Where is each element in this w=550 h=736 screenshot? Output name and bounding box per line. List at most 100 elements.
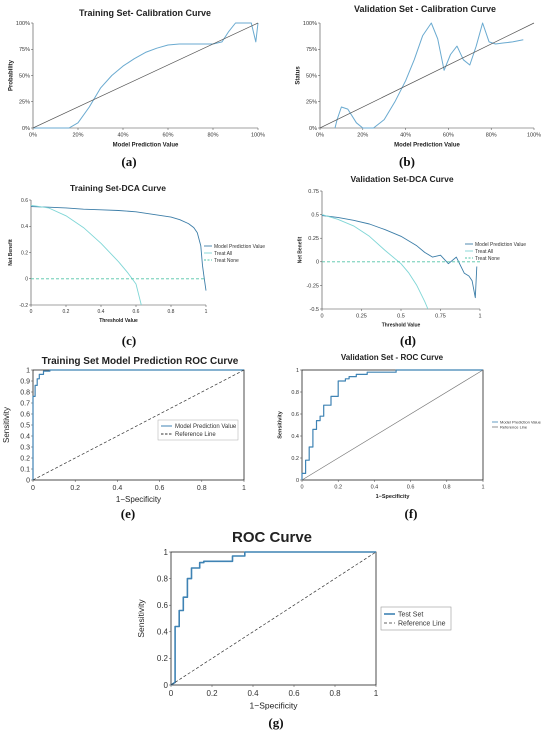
x-tick-label: 0.8 (443, 485, 451, 491)
chart-title: Validation Set - ROC Curve (341, 353, 444, 362)
y-tick-label: 0.8 (20, 389, 30, 396)
y-axis-label: Sensitivity (136, 599, 146, 638)
y-tick-label: 0 (316, 260, 319, 266)
y-tick-label: 0.2 (20, 455, 30, 462)
x-axis-label: Model Prediction Value (394, 143, 460, 149)
x-tick-label: 0 (169, 689, 174, 698)
chart-title: Training Set Model Prediction ROC Curve (42, 356, 239, 367)
legend-label: Reference Line (500, 425, 528, 430)
chart-panel-a: Training Set- Calibration Curve 0% 20% 40% 6… (9, 8, 265, 169)
x-tick-label: 0.5 (397, 314, 405, 320)
series-line-treat_all (321, 214, 429, 310)
y-tick-label: 75% (19, 47, 30, 53)
y-tick-label: 0.8 (157, 574, 169, 583)
y-tick-label: 25% (19, 100, 30, 106)
y-tick-label: 1 (164, 548, 169, 557)
panel-caption: (d) (400, 333, 416, 348)
series-line-model (33, 22, 259, 129)
panel-caption: (b) (399, 154, 415, 169)
x-tick-label: 20% (357, 133, 368, 139)
y-tick-label: 0.25 (308, 236, 319, 242)
y-tick-label: 0.6 (157, 601, 169, 610)
x-tick-label: 0 (300, 485, 303, 491)
x-tick-label: 0.8 (197, 485, 207, 492)
y-tick-label: 0.6 (20, 411, 30, 418)
y-tick-label: 50% (306, 73, 317, 79)
chart-title: Validation Set-DCA Curve (350, 174, 453, 184)
series-line-roc (301, 369, 483, 480)
x-tick-label: 0.2 (63, 309, 70, 315)
legend-box (157, 419, 239, 441)
y-tick-label: 0.7 (20, 400, 30, 407)
y-axis-label: Sensitivity (2, 407, 11, 443)
legend-label: Reference Line (175, 432, 216, 438)
y-tick-label: 0.1 (20, 466, 30, 473)
y-tick-label: 0.4 (21, 224, 28, 230)
y-tick-label: 0.2 (157, 654, 169, 663)
series-line-model (321, 215, 478, 299)
y-tick-label: 0.5 (20, 422, 30, 429)
x-tick-label: 80% (486, 133, 497, 139)
legend-label: Treat None (214, 258, 239, 264)
x-tick-label: 60% (443, 133, 454, 139)
y-tick-label: 0.4 (291, 434, 299, 440)
y-axis-label: Sensitivity (278, 410, 284, 438)
y-tick-label: 100% (303, 21, 317, 27)
panel-caption: (c) (122, 333, 136, 348)
y-tick-label: 0 (26, 477, 30, 484)
legend-label: Model Prediction Value (475, 242, 526, 248)
x-tick-label: 1 (478, 314, 481, 320)
legend-label: Treat All (475, 249, 493, 255)
legend-label: Test Set (398, 612, 423, 619)
x-axis-label: 1−Specificity (376, 494, 411, 500)
series-line-model (334, 22, 524, 129)
x-tick-label: 0% (29, 133, 37, 139)
x-tick-label: 0.6 (288, 689, 300, 698)
y-tick-label: 25% (306, 100, 317, 106)
series-line-reference (319, 22, 535, 129)
y-tick-label: 0.2 (291, 456, 299, 462)
y-tick-label: 75% (306, 47, 317, 53)
x-tick-label: 1 (374, 689, 379, 698)
x-tick-label: 100% (527, 133, 541, 139)
y-tick-label: 0.6 (291, 412, 299, 418)
y-tick-label: 0.8 (291, 390, 299, 396)
x-tick-label: 0.25 (356, 314, 367, 320)
x-tick-label: 60% (162, 133, 173, 139)
series-line-roc (32, 369, 244, 480)
x-axis-label: 1−Specificity (116, 495, 161, 504)
x-tick-label: 1 (242, 485, 246, 492)
x-tick-label: 0.6 (155, 485, 165, 492)
x-tick-label: 0.4 (98, 309, 105, 315)
y-tick-label: 0.4 (20, 433, 30, 440)
chart-panel-g: ROC Curve 0 0.2 0.4 0.6 0.8 1 0 0.2 0.4 0.6 0.8 1 1−S… (136, 529, 452, 730)
x-tick-label: 80% (207, 133, 218, 139)
panel-caption: (a) (121, 154, 136, 169)
y-tick-label: 0.6 (21, 198, 28, 204)
x-tick-label: 0.75 (435, 314, 446, 320)
x-tick-label: 40% (117, 133, 128, 139)
series-line-reference (32, 22, 259, 129)
y-tick-label: 0.9 (20, 378, 30, 385)
panel-caption: (f) (405, 506, 418, 521)
x-axis-label: Model Prediction Value (113, 143, 179, 149)
x-tick-label: 20% (72, 133, 83, 139)
x-tick-label: 0.4 (371, 485, 379, 491)
y-axis-label: Status (296, 66, 302, 85)
x-tick-label: 0.6 (407, 485, 415, 491)
legend-box (380, 606, 452, 631)
chart-title: Training Set-DCA Curve (70, 183, 166, 193)
legend-label: Treat All (214, 251, 232, 257)
x-tick-label: 0.2 (206, 689, 218, 698)
series-line-reference (170, 551, 377, 686)
legend-label: Model Prediction Value (175, 424, 237, 430)
y-axis-label: Net Benefit (8, 239, 14, 266)
x-tick-label: 0 (30, 309, 33, 315)
x-axis-label: Threshold Value (99, 318, 138, 324)
x-tick-label: 0 (320, 314, 323, 320)
chart-panel-d: Validation Set-DCA Curve 0 0.25 0.5 0.75 1 -0.… (298, 174, 527, 348)
x-axis-label: Threshold Value (382, 323, 421, 329)
chart-panel-e: Training Set Model Prediction ROC Curve 0… (2, 356, 246, 521)
x-tick-label: 0% (316, 133, 324, 139)
y-axis-label: Probability (9, 59, 15, 91)
